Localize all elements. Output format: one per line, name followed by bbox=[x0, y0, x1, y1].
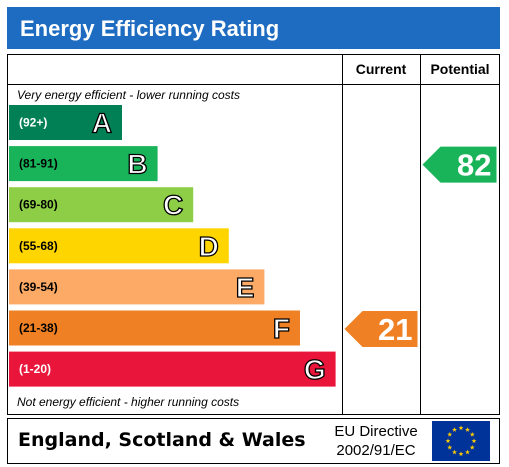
chart-frame bbox=[7, 54, 500, 415]
top-note: Very energy efficient - lower running co… bbox=[17, 88, 240, 102]
footer-region: England, Scotland & Wales bbox=[18, 429, 306, 451]
eu-flag-stars bbox=[445, 425, 477, 457]
current-rating-value: 21 bbox=[378, 312, 412, 347]
column-header-current: Current bbox=[356, 61, 407, 77]
eu-star bbox=[471, 438, 477, 444]
bottom-note: Not energy efficient - higher running co… bbox=[17, 395, 239, 409]
band-bar-b bbox=[9, 146, 158, 182]
eu-star bbox=[458, 425, 464, 431]
potential-rating-value: 82 bbox=[457, 148, 491, 183]
column-header-potential: Potential bbox=[430, 61, 489, 77]
eu-star bbox=[469, 444, 475, 450]
band-letter-c: C bbox=[163, 190, 183, 221]
band-bar-e bbox=[9, 269, 265, 305]
eu-star bbox=[452, 449, 457, 455]
band-range-f: (21-38) bbox=[19, 321, 58, 335]
chart-title: Energy Efficiency Rating bbox=[20, 16, 279, 41]
band-letter-f: F bbox=[273, 313, 290, 344]
eu-star bbox=[445, 438, 451, 444]
band-bar-g bbox=[9, 351, 336, 387]
band-letter-e: E bbox=[236, 272, 255, 303]
eu-star bbox=[465, 449, 470, 455]
eu-star bbox=[447, 431, 453, 437]
band-range-b: (81-91) bbox=[19, 157, 58, 171]
band-range-d: (55-68) bbox=[19, 239, 58, 253]
band-bar-d bbox=[9, 228, 229, 264]
eu-star bbox=[469, 431, 475, 437]
eu-star bbox=[452, 427, 457, 432]
rating-pointers: 21 82 bbox=[344, 146, 497, 347]
footer-frame bbox=[7, 418, 500, 464]
band-letter-b: B bbox=[127, 149, 147, 180]
band-bar-c bbox=[9, 187, 194, 223]
band-range-g: (1-20) bbox=[19, 362, 51, 376]
potential-rating-pointer bbox=[422, 146, 497, 183]
eu-star bbox=[458, 451, 464, 457]
band-range-c: (69-80) bbox=[19, 198, 58, 212]
band-bar-a bbox=[9, 105, 122, 140]
eu-star bbox=[447, 444, 453, 450]
footer-directive-line2: 2002/91/EC bbox=[336, 442, 415, 459]
eu-star bbox=[465, 427, 470, 432]
rating-bands: (92+) A (81-91) B (69-80) C (55-68) D (39-54) E (2… bbox=[9, 105, 336, 387]
band-letter-a: A bbox=[92, 108, 112, 139]
current-rating-pointer bbox=[344, 311, 418, 347]
footer-directive-line1: EU Directive bbox=[334, 423, 417, 440]
band-range-e: (39-54) bbox=[19, 280, 58, 294]
band-bar-f bbox=[9, 310, 300, 346]
band-letter-d: D bbox=[199, 231, 219, 262]
band-range-a: (92+) bbox=[19, 116, 47, 130]
title-banner bbox=[7, 7, 500, 49]
band-letter-g: G bbox=[304, 354, 326, 385]
